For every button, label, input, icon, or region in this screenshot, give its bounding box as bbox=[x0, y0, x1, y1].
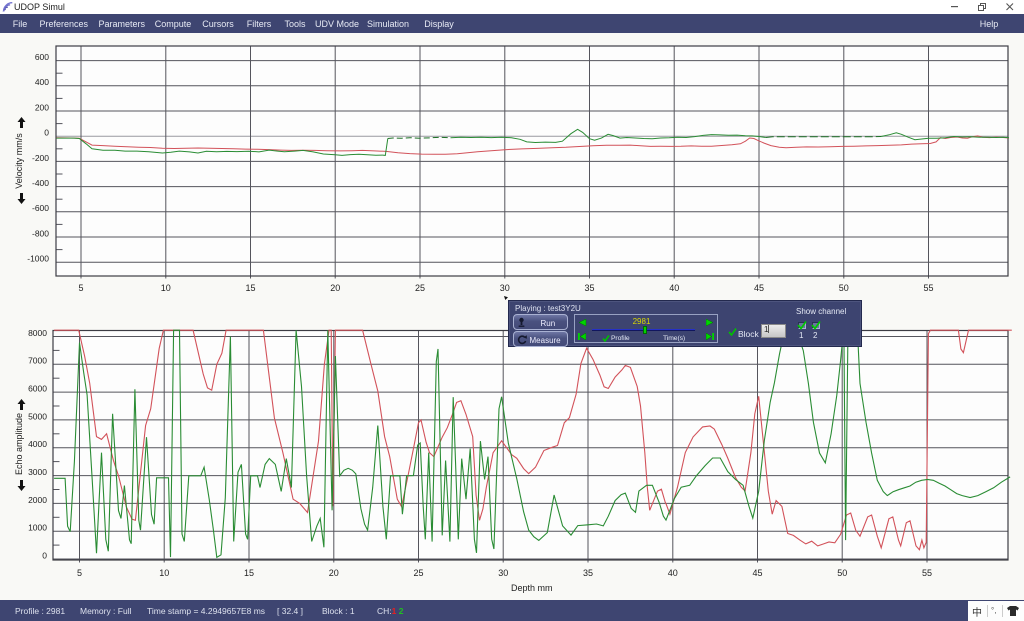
svg-text:400: 400 bbox=[35, 77, 49, 87]
svg-text:3000: 3000 bbox=[28, 467, 47, 477]
svg-text:-400: -400 bbox=[32, 178, 49, 188]
svg-text:-1000: -1000 bbox=[27, 254, 49, 264]
svg-text:-600: -600 bbox=[32, 203, 49, 213]
svg-text:600: 600 bbox=[35, 52, 49, 62]
svg-text:25: 25 bbox=[413, 568, 423, 578]
svg-text:Depth mm: Depth mm bbox=[511, 583, 553, 593]
svg-text:10: 10 bbox=[159, 568, 169, 578]
svg-text:45: 45 bbox=[754, 283, 764, 293]
svg-text:2000: 2000 bbox=[28, 495, 47, 505]
svg-text:55: 55 bbox=[923, 283, 933, 293]
svg-text:5000: 5000 bbox=[28, 411, 47, 421]
svg-text:45: 45 bbox=[752, 568, 762, 578]
svg-text:40: 40 bbox=[669, 283, 679, 293]
svg-text:6000: 6000 bbox=[28, 384, 47, 394]
svg-text:7000: 7000 bbox=[28, 356, 47, 366]
svg-text:-200: -200 bbox=[32, 153, 49, 163]
svg-text:20: 20 bbox=[329, 568, 339, 578]
svg-text:55: 55 bbox=[922, 568, 932, 578]
svg-text:15: 15 bbox=[244, 568, 254, 578]
svg-text:10: 10 bbox=[161, 283, 171, 293]
svg-text:-800: -800 bbox=[32, 228, 49, 238]
svg-text:30: 30 bbox=[498, 568, 508, 578]
svg-text:50: 50 bbox=[837, 568, 847, 578]
svg-text:5: 5 bbox=[77, 568, 82, 578]
svg-text:50: 50 bbox=[839, 283, 849, 293]
svg-text:5: 5 bbox=[78, 283, 83, 293]
svg-text:15: 15 bbox=[245, 283, 255, 293]
svg-text:0: 0 bbox=[42, 550, 47, 560]
svg-text:4000: 4000 bbox=[28, 439, 47, 449]
svg-text:40: 40 bbox=[668, 568, 678, 578]
svg-text:35: 35 bbox=[584, 283, 594, 293]
svg-text:200: 200 bbox=[35, 102, 49, 112]
svg-text:35: 35 bbox=[583, 568, 593, 578]
svg-text:20: 20 bbox=[330, 283, 340, 293]
svg-text:25: 25 bbox=[415, 283, 425, 293]
svg-text:8000: 8000 bbox=[28, 328, 47, 338]
svg-text:1000: 1000 bbox=[28, 523, 47, 533]
svg-text:30: 30 bbox=[500, 283, 510, 293]
svg-text:0: 0 bbox=[44, 128, 49, 138]
